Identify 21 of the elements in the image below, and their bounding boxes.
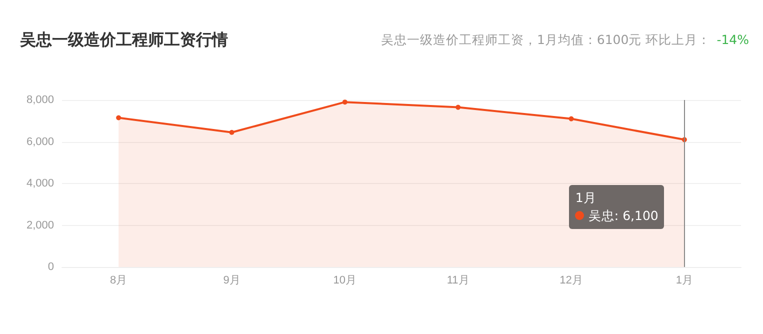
chart-subtitle: 吴忠一级造价工程师工资，1月均值：6100元 环比上月： [380, 32, 711, 47]
x-tick-label: 9月 [223, 274, 240, 286]
y-tick-label: 6,000 [26, 136, 54, 148]
x-tick-label: 12月 [560, 274, 583, 286]
y-tick-label: 4,000 [26, 178, 54, 190]
point [116, 115, 122, 120]
annotation: 吴忠: 6,100 [588, 208, 658, 223]
text: -14% [716, 32, 749, 47]
annotation: 1月 [575, 188, 598, 207]
x-tick-label: 1月 [676, 274, 693, 286]
y-tick-label: 0 [48, 261, 54, 273]
chart-title: 吴忠一级造价工程师工资行情 [20, 30, 228, 51]
x-tick-label: 10月 [333, 274, 357, 286]
x-tick-label: 11月 [446, 274, 470, 286]
y-tick-label: 8,000 [26, 94, 54, 106]
y-tick-label: 2,000 [26, 219, 54, 232]
point [568, 116, 574, 122]
point [456, 104, 461, 110]
x-tick-label: 8月 [110, 274, 128, 286]
point [229, 130, 234, 135]
point [342, 100, 348, 105]
